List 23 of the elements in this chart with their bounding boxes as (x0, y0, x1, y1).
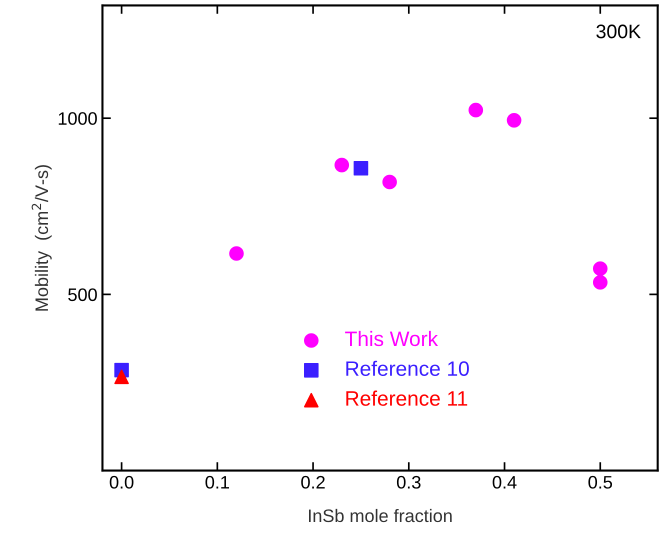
point (468, 102, 484, 118)
point (592, 261, 608, 276)
y-axis-title: Mobility (cm$^{2}$/V-s) (32, 165, 52, 311)
legend-label: This Work (345, 330, 438, 346)
x-axis-title: InSb mole fraction (308, 508, 452, 522)
point (354, 160, 368, 176)
x-tick-label: 0.5 (588, 476, 612, 489)
x-tick-label: 0.1 (205, 476, 229, 489)
x-tick-label: 0.0 (110, 476, 134, 489)
y-tick-label: 500 (68, 288, 97, 302)
legend-label: Reference 10 (346, 360, 469, 376)
annotation: 300K (596, 24, 641, 38)
y-tick-label: 1000 (58, 112, 97, 125)
point (382, 174, 397, 190)
x-tick-label: 0.3 (396, 476, 421, 489)
point (506, 113, 522, 128)
point (229, 246, 244, 261)
legend-label: Reference 11 (346, 390, 468, 406)
x-tick-label: 0.2 (301, 476, 325, 489)
point (114, 370, 129, 384)
point (334, 158, 350, 172)
point (592, 275, 608, 290)
x-tick-label: 0.4 (492, 476, 517, 489)
